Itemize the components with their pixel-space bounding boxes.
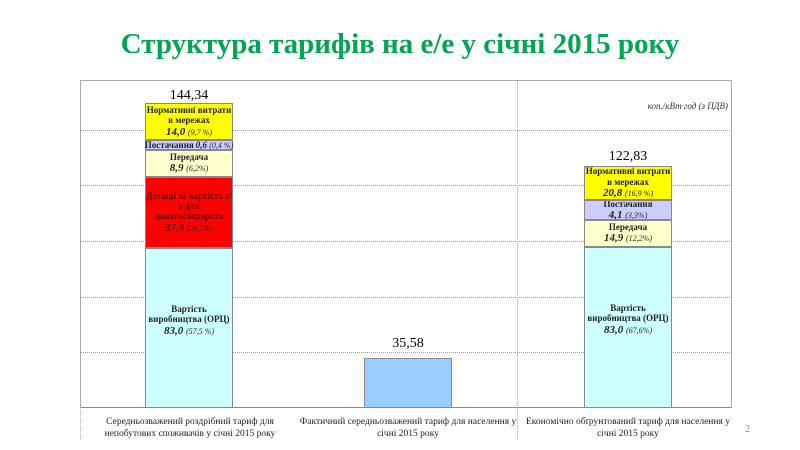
segment-label: Постачання (144, 139, 194, 150)
gridline (80, 130, 732, 131)
segment-value: 14,9 (12,2%) (604, 232, 652, 245)
segment-label: Постачання (603, 200, 653, 209)
bar-segment: Вартість виробництва (ОРЦ) 83,0 (67,6%) (584, 247, 672, 408)
segment-label: Вартість виробництва (ОРЦ) (587, 303, 669, 324)
bar-segment: Постачання 0,6 (0,4 %) (145, 140, 233, 150)
segment-label: Передача (169, 152, 209, 162)
category-divider (517, 80, 518, 440)
bar-segment: Нормативні витрати в мережах 14,0 (9,7 %) (145, 103, 233, 140)
bar-segment: Передача 8,9 (6,2%) (145, 150, 233, 177)
bar-segment: Передача 14,9 (12,2%) (584, 220, 672, 247)
segment-value: 83,0 (57,5 %) (164, 324, 214, 337)
segment-label: Нормативні витрати в мережах (585, 166, 671, 187)
gridline (80, 241, 732, 242)
total-label: 35,58 (392, 336, 424, 351)
category-label: Середньозважений роздрібний тариф для не… (104, 417, 276, 440)
gridline (80, 297, 732, 298)
segment-value: 37,9 (26,3%) (165, 221, 213, 234)
bar-segment: Нормативні витрати в мережах 20,8 (16,9 %… (584, 166, 672, 200)
segment-value: 20,8 (16,9 %) (603, 187, 653, 200)
gridline (80, 185, 732, 186)
unit-label: коп./кВт·год (з ПДВ) (647, 101, 728, 111)
total-label: 144,34 (169, 88, 209, 103)
segment-label: Вартість виробництва (ОРЦ) (148, 304, 230, 325)
page-number: 2 (745, 424, 750, 435)
category-divider (80, 80, 81, 440)
segment-value: 0,6 (0,4 %) (195, 139, 234, 150)
bar-segment: Постачання 4,1 (3,3%) (584, 200, 672, 220)
segment-label: Нормативні витрати в мережах (146, 104, 232, 126)
bar-segment (364, 358, 452, 408)
segment-label: Дотації за вартість е/е для домогосподар… (146, 190, 232, 222)
category-label: Економічно обґрунтований тариф для насел… (526, 417, 730, 440)
segment-value: 4,1 (3,3%) (608, 208, 648, 220)
page-title: Структура тарифів на е/е у січні 2015 ро… (120, 28, 680, 60)
category-label: Фактичний середньозважений тариф для нас… (299, 417, 517, 440)
segment-value: 8,9 (6,2%) (169, 162, 209, 175)
bar-segment: Дотації за вартість е/е для домогосподар… (145, 177, 233, 248)
segment-value: 83,0 (67,6%) (604, 323, 652, 336)
segment-label: Передача (608, 222, 648, 232)
bar-segment: Вартість виробництва (ОРЦ) 83,0 (57,5 %) (145, 248, 233, 408)
gridline (80, 352, 732, 353)
total-label: 122,83 (608, 149, 648, 164)
segment-value: 14,0 (9,7 %) (166, 125, 212, 138)
